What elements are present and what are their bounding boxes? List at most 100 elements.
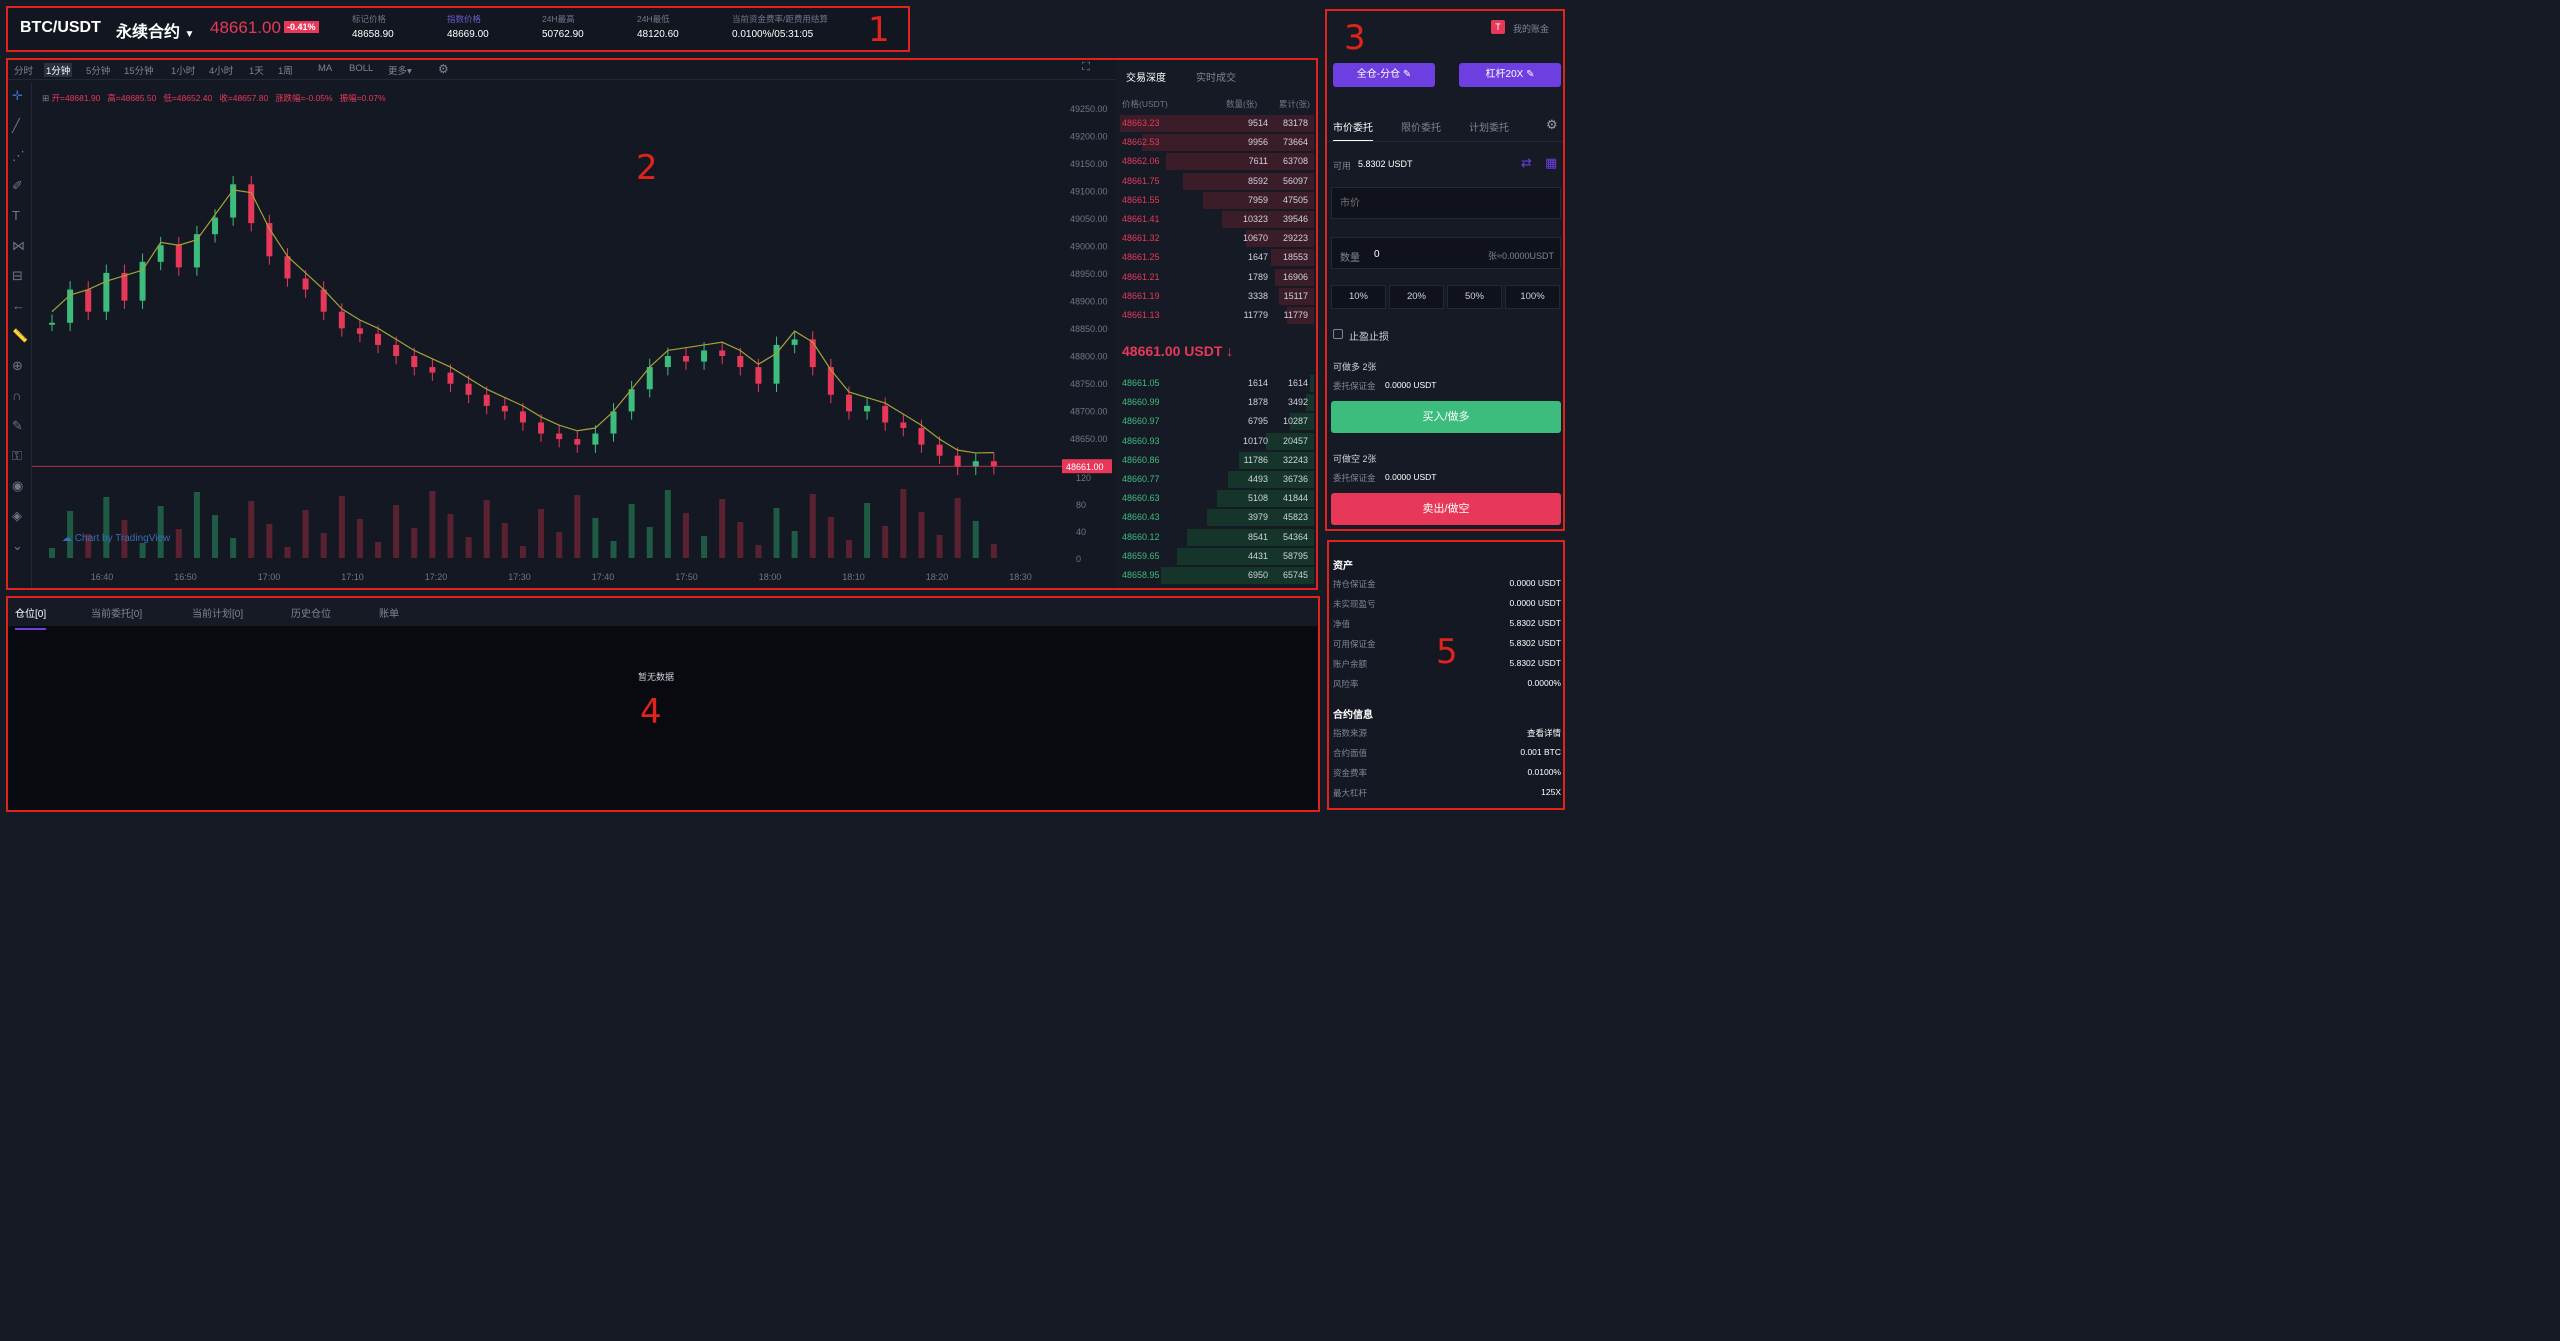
positions-tab[interactable]: 当前计划[0] [192,609,244,620]
contract-type-dropdown[interactable]: 永续合约 ▼ [116,18,194,42]
positions-tab[interactable]: 仓位[0] [15,605,47,630]
settings-icon[interactable]: ⚙ [1546,117,1558,132]
positions-tab-bar [6,596,1318,626]
grid-icon[interactable]: ▦ [1545,155,1558,170]
pair-symbol[interactable]: BTC/USDT [20,19,101,36]
interval-tab[interactable]: 15分钟 [124,66,154,77]
orderbook-row[interactable]: 48660.77 4493 36736 [1116,470,1314,489]
indicator-button[interactable]: 更多▾ [388,66,412,77]
interval-tab[interactable]: 1周 [278,66,293,77]
ruler-icon[interactable]: 📏 [12,328,29,343]
indicator-button[interactable]: MA [318,63,333,74]
orderbook-row[interactable]: 48660.63 5108 41844 [1116,489,1314,508]
margin-mode-button[interactable]: 全仓-分仓 ✎ [1333,63,1435,87]
crosshair-icon[interactable]: ✛ [12,88,23,103]
order-type-tab[interactable]: 市价委托 [1333,119,1373,142]
orderbook-amount: 7959 [1247,194,1268,205]
orderbook-row[interactable]: 48660.12 8541 54364 [1116,528,1314,547]
my-assets-link[interactable]: 我的账金 [1513,24,1550,34]
depth-bar [1246,230,1314,248]
volume-bar [375,542,382,558]
orderbook-row[interactable]: 48660.43 3979 45823 [1116,508,1314,527]
brush-icon[interactable]: ✐ [12,178,23,193]
order-type-tab[interactable]: 限价委托 [1401,123,1441,134]
zoom-icon[interactable]: ⊕ [12,358,23,373]
orderbook-row[interactable]: 48660.86 11786 32243 [1116,451,1314,470]
positions-tab[interactable]: 当前委托[0] [91,609,143,620]
fib-icon[interactable]: ⋰ [12,148,25,163]
trendline-icon[interactable]: ╱ [12,118,20,133]
depth-bar [1222,211,1314,228]
depth-bar [1217,490,1314,508]
orderbook-row[interactable]: 48660.97 6795 10287 [1116,412,1314,431]
orderbook-row[interactable]: 48663.23 9514 83178 [1116,114,1314,133]
fullscreen-icon[interactable]: ⛶ [1082,61,1090,73]
interval-tab[interactable]: 1天 [249,66,264,77]
orderbook-row[interactable]: 48660.99 1878 3492 [1116,393,1314,412]
percent-button[interactable]: 100% [1505,285,1560,309]
eye-icon[interactable]: ◉ [12,478,24,493]
orderbook-price: 48661.19 [1122,290,1160,301]
orderbook-row[interactable]: 48661.75 8592 56097 [1116,172,1314,191]
interval-tab[interactable]: 分时 [14,66,34,77]
chevron-down-icon[interactable]: ⌄ [12,538,23,553]
orderbook-price: 48660.93 [1122,435,1160,446]
layers-icon[interactable]: ◈ [12,508,22,523]
percent-button[interactable]: 10% [1331,285,1386,309]
orderbook-row[interactable]: 48661.41 10323 39546 [1116,210,1314,229]
lock-drawing-icon[interactable]: ✎ [12,418,23,433]
orderbook-tab[interactable]: 交易深度 [1126,73,1166,84]
sell-short-button[interactable]: 卖出/做空 [1331,493,1561,525]
magnet-icon[interactable]: ∩ [12,388,22,403]
orderbook-row[interactable]: 48662.53 9956 73664 [1116,133,1314,152]
contract-value[interactable]: 查看详情 [1526,728,1561,738]
buy-long-button[interactable]: 买入/做多 [1331,401,1561,433]
time-tick-label: 17:20 [425,572,448,582]
orderbook-row[interactable]: 48659.65 4431 58795 [1116,547,1314,566]
orderbook-row[interactable]: 48661.32 10670 29223 [1116,229,1314,248]
indicator-button[interactable]: BOLL [349,63,374,74]
callout-3: 3 [1344,18,1366,58]
leverage-button[interactable]: 杠杆20X ✎ [1459,63,1561,87]
orderbook-price: 48661.75 [1122,175,1160,186]
orderbook-row[interactable]: 48658.95 6950 65745 [1116,566,1314,585]
price-chart-panel[interactable]: 分时 1分钟 5分钟 15分钟 1小时 4小时 1天 1周 MA BOLL 更多▾ ⚙ ⛶ ✛ ╱ ⋰ ✐… [6,58,1116,588]
positions-tab[interactable]: 账单 [379,609,399,620]
volume-bar [465,537,472,558]
transfer-icon[interactable]: ⇄ [1521,155,1532,170]
orderbook-row[interactable]: 48661.19 3338 15117 [1116,287,1314,306]
candle-body [646,367,653,390]
volume-bar [900,489,907,558]
quantity-input[interactable]: 数量 0 张≈0.0000USDT [1331,237,1561,269]
candlestick-chart[interactable]: 49250.00 49200.00 49150.00 49100.00 49050.00… [32,80,1116,588]
percent-button[interactable]: 50% [1447,285,1502,309]
orderbook-row[interactable]: 48661.13 11779 11779 [1116,306,1314,325]
interval-tab[interactable]: 1小时 [171,66,196,77]
orderbook-row[interactable]: 48661.55 7959 47505 [1116,191,1314,210]
text-icon[interactable]: T [12,208,20,223]
percent-button[interactable]: 20% [1389,285,1444,309]
tpsl-checkbox[interactable] [1333,329,1343,339]
orderbook-amount: 1878 [1247,397,1268,408]
depth-bar [1166,153,1314,171]
orderbook-total: 47505 [1282,194,1308,205]
interval-tab[interactable]: 4小时 [209,66,234,77]
interval-tab[interactable]: 5分钟 [86,66,111,77]
orderbook-row[interactable]: 48662.06 7611 63708 [1116,152,1314,171]
measure-icon[interactable]: ⊟ [12,268,23,283]
gear-icon[interactable]: ⚙ [438,62,449,76]
orderbook-amount: 3979 [1247,512,1268,523]
order-type-tab[interactable]: 计划委托 [1469,123,1509,134]
orderbook-row[interactable]: 48661.05 1614 1614 [1116,374,1314,393]
orderbook-row[interactable]: 48661.25 1647 18553 [1116,248,1314,267]
contract-value: 125X [1541,787,1561,797]
interval-tab[interactable]: 1分钟 [44,63,73,77]
orderbook-tab[interactable]: 实时成交 [1196,73,1236,84]
pattern-icon[interactable]: ⋈ [12,238,25,253]
positions-tab[interactable]: 历史仓位 [291,609,331,620]
orderbook-row[interactable]: 48661.21 1789 16906 [1116,268,1314,287]
orderbook-row[interactable]: 48660.93 10170 20457 [1116,432,1314,451]
lock-icon[interactable]: ⚿ [12,448,22,463]
price-input[interactable] [1331,187,1561,219]
arrow-left-icon[interactable]: ← [12,298,25,313]
